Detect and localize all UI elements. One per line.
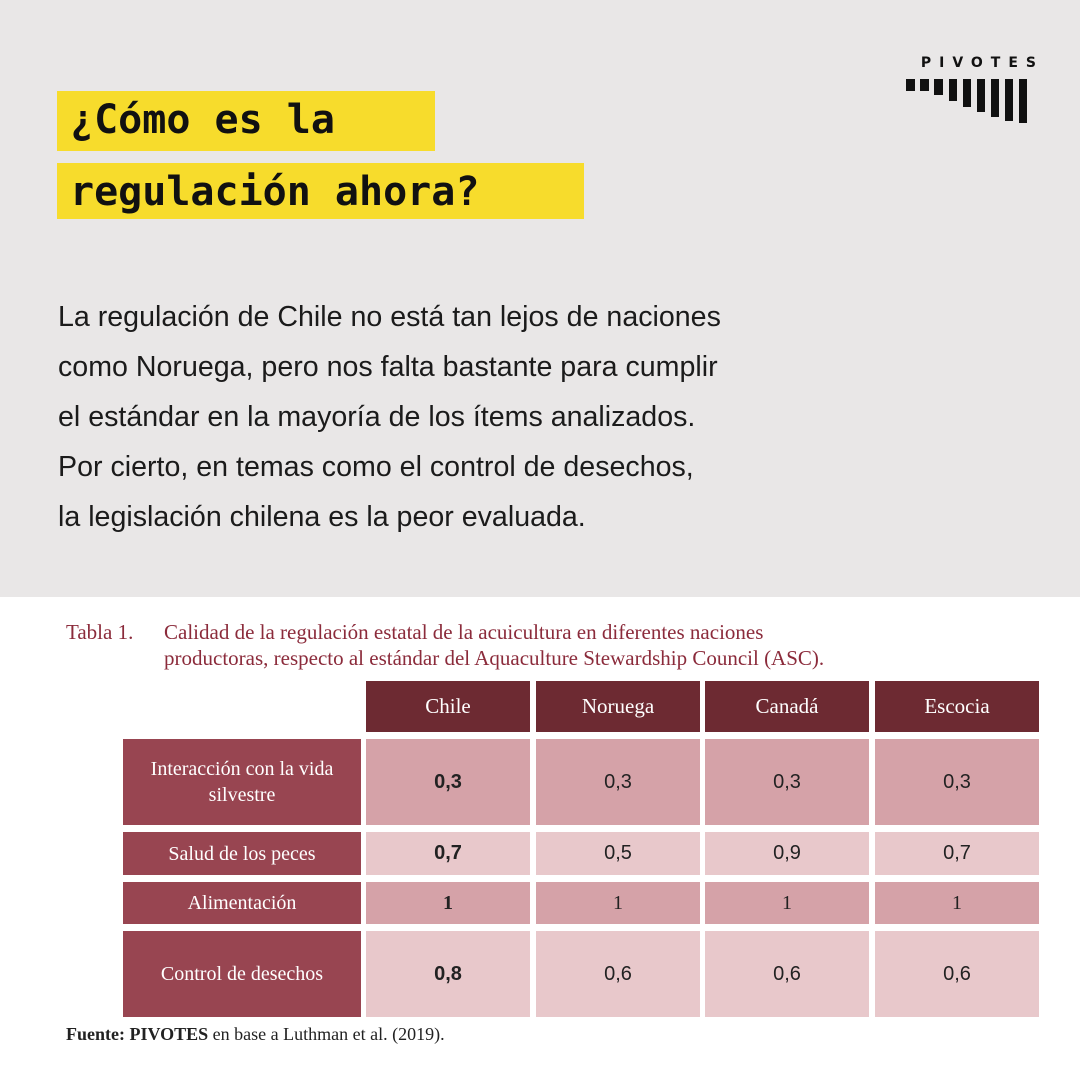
- table-cell: 0,7: [875, 832, 1039, 875]
- table-cell: 1: [705, 882, 869, 924]
- logo-text: PIVOTES: [920, 55, 1044, 71]
- row-label-interaccion: Interacción con la vida silvestre: [123, 739, 361, 825]
- body-line: la legislación chilena es la peor evalua…: [58, 501, 586, 533]
- body-paragraph: La regulación de Chile no está tan lejos…: [58, 292, 878, 542]
- table-cell: 0,8: [366, 931, 530, 1017]
- table-cell: 1: [366, 882, 530, 924]
- source-note: Fuente: PIVOTES en base a Luthman et al.…: [66, 1024, 445, 1045]
- table-cell: 0,6: [705, 931, 869, 1017]
- logo-bars-icon: [906, 79, 1036, 123]
- header-panel: PIVOTES ¿Cómo es la regulación ahora? La…: [0, 0, 1080, 597]
- page-title-line-1: ¿Cómo es la: [70, 97, 335, 143]
- column-header-escocia: Escocia: [875, 681, 1039, 732]
- row-label-alimentacion: Alimentación: [123, 882, 361, 924]
- body-line: como Noruega, pero nos falta bastante pa…: [58, 351, 718, 383]
- caption-line-1: Calidad de la regulación estatal de la a…: [164, 620, 764, 644]
- table-cell: 0,6: [875, 931, 1039, 1017]
- table-cell: 1: [875, 882, 1039, 924]
- table-cell: 0,6: [536, 931, 700, 1017]
- page-title-line-2: regulación ahora?: [70, 169, 480, 215]
- title-highlight-2: [57, 163, 584, 219]
- table-cell: 0,3: [536, 739, 700, 825]
- pivotes-logo: PIVOTES: [906, 55, 1036, 123]
- body-line: La regulación de Chile no está tan lejos…: [58, 301, 721, 333]
- table-cell: 0,3: [705, 739, 869, 825]
- table-cell: 0,3: [366, 739, 530, 825]
- column-header-chile: Chile: [366, 681, 530, 732]
- source-prefix: Fuente:: [66, 1024, 125, 1044]
- title-highlight-1: [57, 91, 435, 151]
- table-cell: 0,7: [366, 832, 530, 875]
- table-cell: 1: [536, 882, 700, 924]
- column-header-noruega: Noruega: [536, 681, 700, 732]
- body-line: Por cierto, en temas como el control de …: [58, 451, 694, 483]
- column-header-canada: Canadá: [705, 681, 869, 732]
- table-label: Tabla 1.: [66, 620, 134, 644]
- table-cell: 0,3: [875, 739, 1039, 825]
- source-rest: en base a Luthman et al. (2019).: [212, 1024, 445, 1044]
- table-cell: 0,5: [536, 832, 700, 875]
- row-label-salud: Salud de los peces: [123, 832, 361, 875]
- body-line: el estándar en la mayoría de los ítems a…: [58, 401, 696, 433]
- source-org: PIVOTES: [129, 1024, 209, 1044]
- caption-line-2: productoras, respecto al estándar del Aq…: [164, 646, 825, 670]
- row-label-control: Control de desechos: [123, 931, 361, 1017]
- row-label-text: Interacción con la vida silvestre: [150, 758, 334, 806]
- table-cell: 0,9: [705, 832, 869, 875]
